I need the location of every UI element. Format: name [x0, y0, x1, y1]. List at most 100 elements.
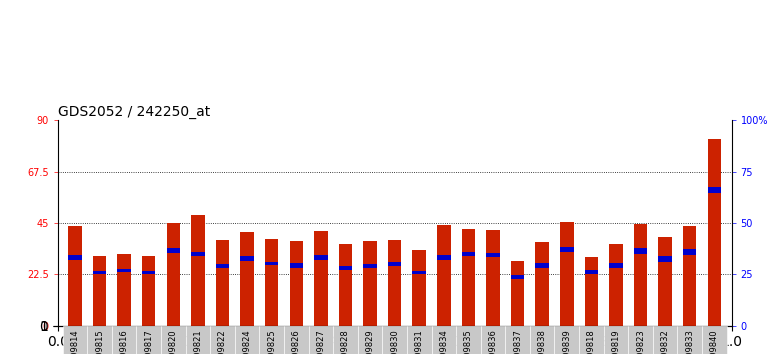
Text: GSM109822: GSM109822: [218, 330, 227, 354]
Text: GSM109825: GSM109825: [267, 330, 276, 354]
Bar: [284, 326, 309, 354]
Bar: [333, 326, 358, 354]
Text: GSM109827: GSM109827: [316, 330, 326, 354]
Bar: [683, 249, 696, 255]
Bar: [69, 227, 82, 326]
Text: GSM109840: GSM109840: [710, 330, 718, 354]
Bar: [653, 326, 678, 354]
Text: GSM109829: GSM109829: [366, 330, 374, 354]
Bar: [658, 256, 672, 262]
Text: GSM109821: GSM109821: [193, 330, 203, 354]
Bar: [579, 326, 604, 354]
Bar: [437, 225, 450, 326]
Bar: [142, 256, 156, 326]
Bar: [628, 326, 653, 354]
Text: GSM109830: GSM109830: [390, 330, 399, 354]
Bar: [486, 230, 500, 326]
Text: GSM109836: GSM109836: [488, 330, 497, 354]
Bar: [462, 252, 475, 256]
Bar: [265, 262, 279, 265]
Bar: [216, 240, 229, 326]
Bar: [634, 224, 648, 326]
Bar: [191, 215, 205, 326]
Bar: [339, 244, 352, 326]
Bar: [240, 256, 254, 261]
Bar: [511, 261, 524, 326]
Bar: [314, 255, 327, 259]
Text: GSM109815: GSM109815: [95, 330, 104, 354]
Text: GDS2052 / 242250_at: GDS2052 / 242250_at: [58, 105, 210, 119]
Bar: [93, 271, 106, 274]
Bar: [413, 271, 426, 274]
Bar: [511, 275, 524, 279]
Bar: [117, 269, 131, 272]
Bar: [462, 229, 475, 326]
Bar: [609, 263, 623, 268]
Bar: [117, 254, 131, 326]
Text: GSM109826: GSM109826: [292, 330, 301, 354]
Bar: [290, 263, 303, 268]
Text: GSM109833: GSM109833: [685, 330, 695, 354]
Bar: [69, 255, 82, 259]
Text: GSM109831: GSM109831: [415, 330, 424, 354]
Bar: [363, 264, 377, 268]
Bar: [136, 326, 161, 354]
Bar: [93, 256, 106, 326]
Bar: [235, 326, 259, 354]
Bar: [431, 326, 456, 354]
Bar: [240, 232, 254, 326]
Bar: [388, 240, 401, 326]
Bar: [191, 252, 205, 256]
Bar: [290, 241, 303, 326]
Bar: [678, 326, 702, 354]
Text: GSM109816: GSM109816: [119, 330, 129, 354]
Bar: [609, 244, 623, 326]
Bar: [216, 264, 229, 268]
Bar: [554, 326, 579, 354]
Text: GSM109820: GSM109820: [169, 330, 178, 354]
Text: GSM109818: GSM109818: [587, 330, 596, 354]
Bar: [413, 250, 426, 326]
Bar: [505, 326, 530, 354]
Bar: [708, 187, 721, 193]
Bar: [658, 237, 672, 326]
Bar: [584, 270, 598, 274]
Text: GSM109837: GSM109837: [513, 330, 522, 354]
Text: GSM109838: GSM109838: [537, 330, 547, 354]
Bar: [437, 255, 450, 259]
Bar: [87, 326, 112, 354]
Bar: [363, 241, 377, 326]
Text: GSM109814: GSM109814: [71, 330, 79, 354]
Bar: [560, 222, 574, 326]
Text: GSM109819: GSM109819: [611, 330, 621, 354]
Bar: [407, 326, 431, 354]
Text: GSM109839: GSM109839: [562, 330, 571, 354]
Bar: [486, 253, 500, 257]
Bar: [683, 227, 696, 326]
Bar: [166, 248, 180, 253]
Bar: [265, 239, 279, 326]
Bar: [634, 248, 648, 254]
Text: GSM109835: GSM109835: [464, 330, 473, 354]
Bar: [112, 326, 136, 354]
Bar: [186, 326, 210, 354]
Bar: [456, 326, 480, 354]
Text: GSM109832: GSM109832: [661, 330, 670, 354]
Bar: [604, 326, 628, 354]
Text: GSM109834: GSM109834: [440, 330, 448, 354]
Bar: [259, 326, 284, 354]
Bar: [339, 266, 352, 270]
Text: GSM109824: GSM109824: [243, 330, 252, 354]
Text: GSM109817: GSM109817: [144, 330, 153, 354]
Text: GSM109823: GSM109823: [636, 330, 645, 354]
Bar: [62, 326, 87, 354]
Bar: [388, 262, 401, 266]
Bar: [480, 326, 505, 354]
Bar: [535, 263, 549, 268]
Bar: [584, 257, 598, 326]
Bar: [358, 326, 383, 354]
Bar: [166, 223, 180, 326]
Bar: [142, 271, 156, 274]
Bar: [708, 139, 721, 326]
Bar: [161, 326, 186, 354]
